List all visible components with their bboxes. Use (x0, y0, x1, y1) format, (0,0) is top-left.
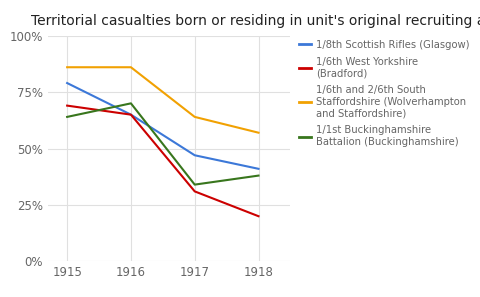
Legend: 1/8th Scottish Rifles (Glasgow), 1/6th West Yorkshire
(Bradford), 1/6th and 2/6t: 1/8th Scottish Rifles (Glasgow), 1/6th W… (295, 36, 474, 151)
Text: Territorial casualties born or residing in unit's original recruiting area: Territorial casualties born or residing … (31, 14, 480, 28)
